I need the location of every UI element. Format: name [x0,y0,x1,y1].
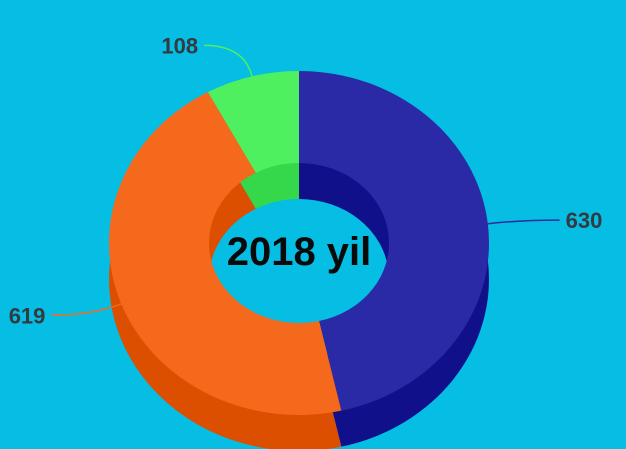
center-title: 2018 yil [227,230,372,274]
leader-line [487,219,560,225]
donut-slice [207,71,299,173]
donut-slices [108,71,489,415]
data-label: 630 [566,208,603,233]
leader-line [51,303,122,317]
data-label: 619 [9,303,46,328]
data-labels: 630 619 108 [9,33,603,328]
data-label: 108 [161,33,198,58]
donut-slice [108,92,342,415]
leader-line [204,44,253,77]
leader-lines [51,44,560,317]
donut-slice [299,71,489,411]
